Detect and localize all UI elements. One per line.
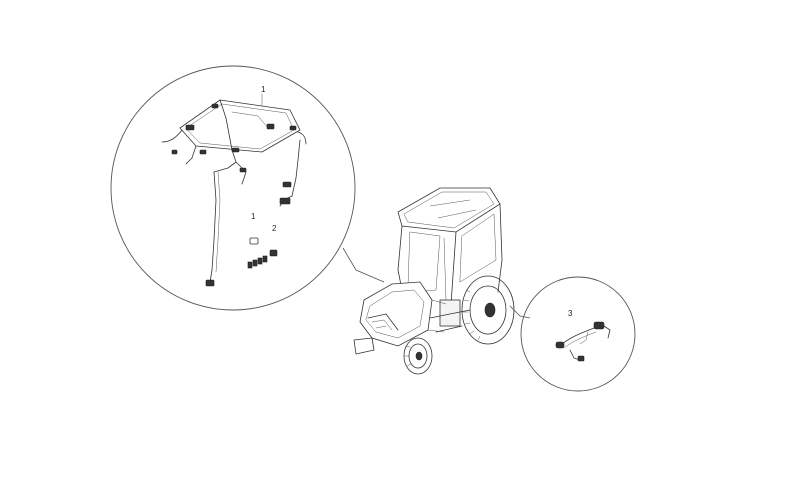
plug-cable xyxy=(555,321,611,362)
roof-harness-frame xyxy=(161,99,307,153)
callout-2: 2 xyxy=(272,224,277,233)
plug-harness-detail: 3 xyxy=(520,276,636,392)
leader-line-large xyxy=(342,247,385,283)
callout-1-top: 1 xyxy=(261,85,266,94)
callout-3: 3 xyxy=(568,309,573,318)
side-components xyxy=(171,149,292,287)
cab-harness-detail: 1 1 2 xyxy=(110,65,356,311)
detail-circle-small xyxy=(520,276,636,392)
fuse-relay-cluster xyxy=(247,237,278,269)
rear-wheel xyxy=(461,275,515,345)
cab xyxy=(397,187,503,327)
leader-line-small xyxy=(509,305,531,319)
callout-1-mid: 1 xyxy=(251,212,256,221)
tractor-illustration xyxy=(353,187,515,375)
harness-drops xyxy=(185,139,301,283)
hood xyxy=(353,281,447,355)
detail-circle-large xyxy=(110,65,356,311)
front-wheel xyxy=(403,337,433,375)
roof-connectors xyxy=(185,103,297,155)
